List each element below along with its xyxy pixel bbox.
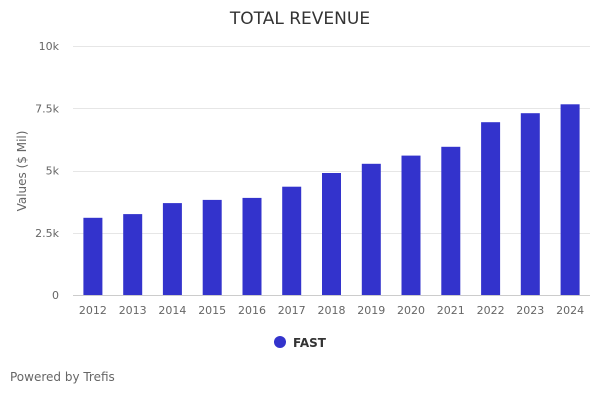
y-tick-label: 5k [46, 165, 60, 178]
bar-2019[interactable] [361, 163, 381, 295]
bar-2021[interactable] [441, 146, 461, 295]
legend-label: FAST [293, 336, 327, 350]
y-tick-label: 10k [39, 40, 60, 53]
x-tick-label: 2014 [158, 304, 186, 317]
x-tick-label: 2018 [318, 304, 346, 317]
x-tick-label: 2020 [397, 304, 425, 317]
bar-2015[interactable] [202, 199, 222, 295]
x-axis-ticks: 2012 2013 2014 2015 2016 2017 2018 2019 2020 2021… [79, 304, 584, 317]
y-axis-title: Values ($ Mil) [15, 131, 29, 212]
bar-2018[interactable] [322, 173, 341, 295]
y-tick-label: 0 [52, 289, 59, 302]
legend[interactable]: FAST [274, 336, 327, 350]
x-tick-label: 2023 [516, 304, 544, 317]
bar-2023[interactable] [520, 113, 540, 295]
x-tick-label: 2012 [79, 304, 107, 317]
x-tick-label: 2013 [119, 304, 147, 317]
bar-2016[interactable] [242, 197, 262, 295]
bar-2020[interactable] [401, 155, 421, 295]
bar-2012[interactable] [83, 217, 103, 295]
x-tick-label: 2017 [278, 304, 306, 317]
x-tick-label: 2015 [198, 304, 226, 317]
chart-title: TOTAL REVENUE [229, 9, 370, 29]
y-axis-ticks: 0 2.5k 5k 7.5k 10k [35, 40, 59, 302]
bar-2024[interactable] [560, 104, 580, 295]
x-tick-label: 2024 [556, 304, 584, 317]
x-tick-label: 2021 [437, 304, 465, 317]
bar-2022[interactable] [481, 122, 501, 295]
x-tick-label: 2016 [238, 304, 266, 317]
y-tick-label: 2.5k [35, 227, 59, 240]
y-tick-label: 7.5k [35, 102, 59, 115]
x-tick-label: 2022 [477, 304, 505, 317]
credits-text[interactable]: Powered by Trefis [10, 370, 115, 384]
x-tick-label: 2019 [357, 304, 385, 317]
legend-marker [274, 336, 286, 348]
bar-series [83, 104, 580, 295]
bar-2014[interactable] [162, 203, 182, 295]
bar-2013[interactable] [123, 214, 143, 295]
bar-2017[interactable] [282, 186, 302, 295]
